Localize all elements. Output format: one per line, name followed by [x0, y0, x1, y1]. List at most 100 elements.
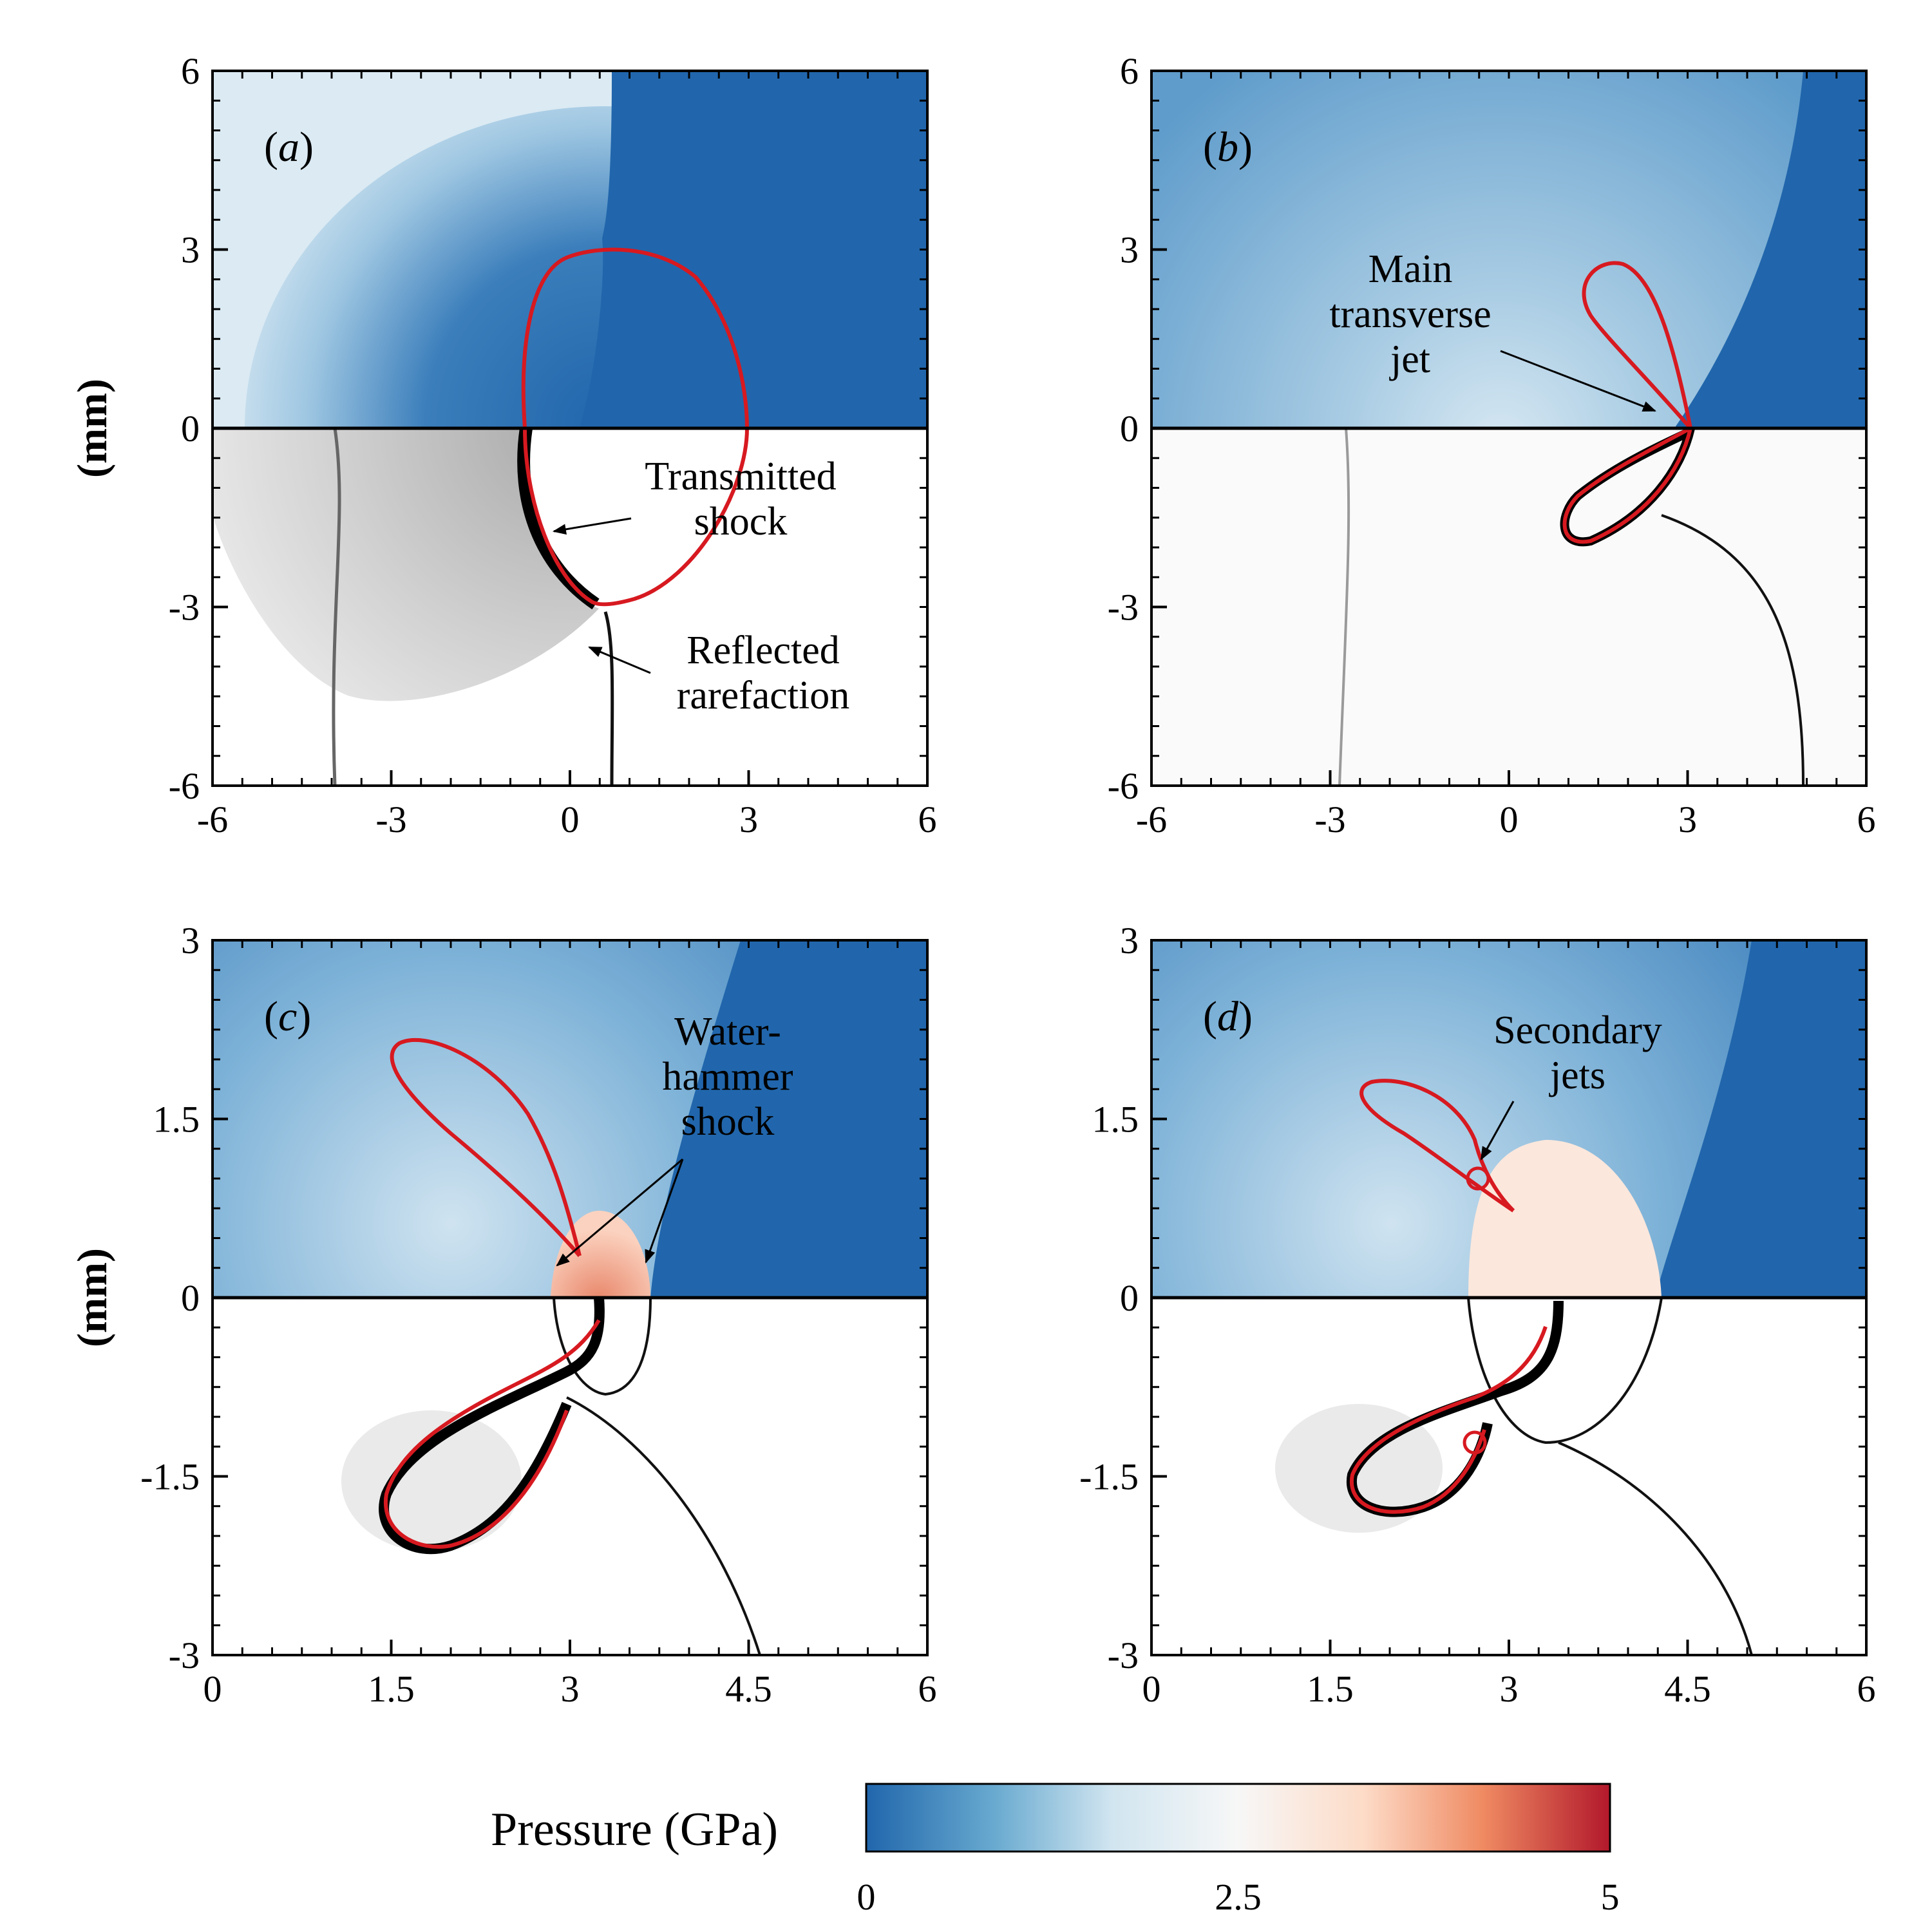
panel-d-secondary-jet-loop — [1466, 1166, 1490, 1191]
panel-c-shock-ring — [553, 1297, 652, 1396]
x-tick-label: 3 — [561, 1668, 580, 1710]
y-tick-label: 0 — [1120, 1277, 1139, 1319]
arrow — [556, 1158, 683, 1267]
x-tick-label: 3 — [1500, 1668, 1519, 1710]
y-tick-label: -3 — [169, 1634, 200, 1676]
x-tick-label: 0 — [204, 1668, 222, 1710]
panel-d-bubble-upper — [1359, 1079, 1515, 1213]
panel-b-bubble-interface — [1562, 261, 1694, 544]
panel-d-schlieren-bg — [1151, 1298, 1866, 1655]
y-tick-label: -1.5 — [1079, 1456, 1139, 1498]
panel-c-high-pressure-region — [650, 940, 927, 1298]
x-tick-label: 6 — [918, 799, 937, 840]
panel-a-ticks: -6 -3 0 3 6 6 3 0 -3 -6 — [169, 50, 937, 840]
arrow — [552, 517, 632, 535]
x-tick-label: 0 — [561, 799, 580, 840]
x-tick-label: 0 — [1500, 799, 1519, 840]
x-tick-label: -3 — [375, 799, 406, 840]
y-tick-label: 3 — [1120, 229, 1139, 271]
x-tick-label: 6 — [1857, 1668, 1876, 1710]
y-axis-label-bottom: (mm) — [69, 1248, 116, 1347]
x-tick-label: 4.5 — [1664, 1668, 1711, 1710]
y-tick-label: 3 — [181, 229, 200, 271]
annotation-line: Secondary — [1493, 1009, 1662, 1052]
colorbar-tick-label: 2.5 — [1215, 1876, 1262, 1918]
x-tick-label: 0 — [1142, 1668, 1161, 1710]
annotation-line: shock — [694, 500, 788, 544]
y-tick-label: 0 — [181, 1277, 200, 1319]
panel-a-bubble-interface — [521, 247, 750, 607]
panel-d-water-hammer-zone — [1468, 1140, 1662, 1298]
x-tick-label: 3 — [1678, 799, 1697, 840]
annotation-line: jets — [1549, 1054, 1605, 1097]
panel-b-shock-arc — [1661, 514, 1804, 786]
x-tick-label: 6 — [918, 1668, 937, 1710]
annotation-line: shock — [681, 1100, 775, 1144]
annotation-reflected-rarefaction: Reflected rarefaction — [588, 629, 849, 717]
panel-c-ticks: 0 1.5 3 4.5 6 3 1.5 0 -1.5 -3 — [140, 920, 936, 1710]
y-tick-label: 1.5 — [153, 1099, 200, 1141]
y-tick-label: 0 — [1120, 408, 1139, 450]
annotation-main-transverse-jet: Main transverse jet — [1329, 247, 1656, 412]
y-tick-label: 6 — [181, 50, 200, 92]
x-tick-label: -6 — [1136, 799, 1167, 840]
arrow — [1480, 1101, 1515, 1160]
y-tick-label: 3 — [181, 920, 200, 961]
panel-b — [1151, 71, 1866, 786]
arrow — [645, 1159, 684, 1264]
panel-b-label: (b) — [1203, 124, 1253, 171]
x-tick-label: 6 — [1857, 799, 1876, 840]
x-tick-label: 1.5 — [368, 1668, 415, 1710]
annotation-water-hammer-shock: Water- hammer shock — [556, 1010, 793, 1267]
panel-c-label: (c) — [264, 993, 311, 1040]
panel-b-schlieren-bg — [1151, 428, 1866, 786]
annotation-line: Main — [1368, 247, 1453, 291]
panel-b-shock-line — [1338, 428, 1350, 786]
panel-a-high-pressure-region — [580, 71, 927, 428]
y-tick-label: 3 — [1120, 920, 1139, 961]
panel-a-rarefaction-line — [603, 611, 614, 786]
y-axis-label-top: (mm) — [69, 379, 116, 478]
annotation-line: hammer — [662, 1055, 793, 1099]
y-tick-label: -3 — [1108, 1634, 1139, 1676]
colorbar-tick-label: 5 — [1601, 1876, 1620, 1918]
annotation-line: Reflected — [687, 629, 840, 672]
panel-d-label: (d) — [1203, 993, 1253, 1040]
colorbar — [865, 1783, 1611, 1853]
panel-c-schlieren-bg — [213, 1298, 927, 1655]
panel-c-bubble-upper — [390, 1037, 582, 1257]
panel-d — [1151, 940, 1866, 1655]
panel-d-shock-ring — [1467, 1297, 1663, 1444]
y-tick-label: 6 — [1120, 50, 1139, 92]
x-tick-label: 3 — [739, 799, 758, 840]
arrow — [588, 646, 651, 674]
x-tick-label: -6 — [197, 799, 228, 840]
annotation-line: Water- — [674, 1010, 781, 1054]
panel-c-shock-arc — [566, 1396, 761, 1655]
y-tick-label: -3 — [169, 587, 200, 629]
panel-a-shock-line — [332, 428, 341, 786]
x-tick-label: 1.5 — [1307, 1668, 1354, 1710]
panel-c-water-hammer-zone — [551, 1211, 650, 1298]
annotation-line: transverse — [1329, 292, 1491, 336]
y-tick-label: -1.5 — [140, 1456, 200, 1498]
colorbar-tick-label: 0 — [857, 1876, 876, 1918]
annotation-secondary-jets: Secondary jets — [1480, 1009, 1662, 1160]
colorbar-ticks: 0 2.5 5 — [857, 1876, 1620, 1918]
panel-b-high-pressure-region — [1674, 71, 1866, 428]
annotation-transmitted-shock: Transmitted shock — [552, 455, 837, 544]
panel-c-bubble-lower — [383, 1319, 601, 1549]
panel-d-bubble-lower — [1349, 1326, 1548, 1514]
panel-d-secondary-jet-loop-lower — [1463, 1430, 1487, 1455]
y-tick-label: 1.5 — [1092, 1099, 1139, 1141]
annotation-line: jet — [1389, 337, 1430, 381]
annotation-line: Transmitted — [645, 455, 836, 498]
arrow — [1500, 350, 1656, 412]
panel-c — [213, 940, 927, 1655]
y-tick-label: 0 — [181, 408, 200, 450]
panel-d-shock-arc — [1558, 1441, 1753, 1655]
panel-d-high-pressure-region — [1655, 940, 1866, 1298]
y-tick-label: -6 — [1108, 765, 1139, 807]
colorbar-title: Pressure (GPa) — [491, 1803, 778, 1856]
